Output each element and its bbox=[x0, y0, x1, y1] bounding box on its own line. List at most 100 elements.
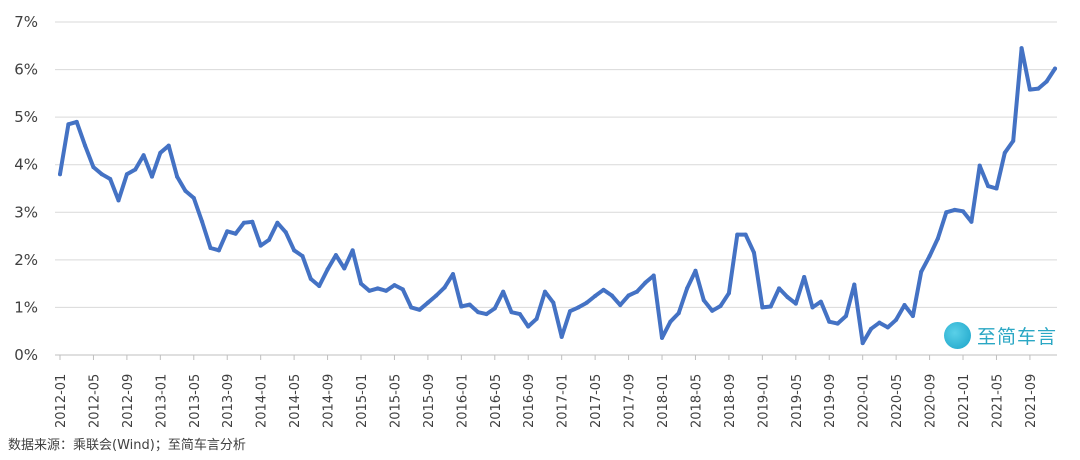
y-tick-label: 7% bbox=[14, 13, 38, 31]
data-point bbox=[609, 293, 614, 298]
data-point bbox=[760, 305, 765, 310]
data-point bbox=[768, 304, 773, 309]
data-point bbox=[1053, 66, 1057, 71]
data-point bbox=[392, 283, 397, 288]
data-point bbox=[777, 286, 782, 291]
data-point bbox=[877, 320, 882, 325]
data-point bbox=[785, 294, 790, 299]
data-point bbox=[568, 309, 573, 314]
data-point bbox=[542, 289, 547, 294]
data-point bbox=[476, 310, 481, 315]
data-point bbox=[501, 289, 506, 294]
x-tick-label: 2015-09 bbox=[422, 374, 437, 428]
gridlines bbox=[55, 21, 1057, 308]
data-point bbox=[526, 324, 531, 329]
series-line bbox=[58, 46, 1057, 346]
x-tick-label: 2016-01 bbox=[455, 374, 470, 428]
data-point bbox=[283, 230, 288, 235]
x-tick-label: 2017-09 bbox=[623, 374, 638, 428]
y-tick-label: 3% bbox=[14, 203, 38, 221]
data-point bbox=[718, 304, 723, 309]
data-point bbox=[601, 287, 606, 292]
data-point bbox=[292, 248, 297, 253]
x-tick-label: 2020-09 bbox=[924, 374, 939, 428]
data-point bbox=[534, 316, 539, 321]
data-point bbox=[166, 143, 171, 148]
data-point bbox=[626, 293, 631, 298]
x-axis-ticks: 2012-01 2012-05 2012-09 2013-01 2013-05 2013-… bbox=[54, 355, 1039, 428]
data-point bbox=[751, 250, 756, 255]
line-chart: 0%1%2%3%4%5%6%7% 2012-01 2012-05 2012-09 20… bbox=[14, 13, 1057, 428]
data-point bbox=[200, 219, 205, 224]
data-point bbox=[651, 273, 656, 278]
data-point bbox=[810, 305, 815, 310]
data-point bbox=[300, 254, 305, 259]
data-point bbox=[961, 209, 966, 214]
data-point bbox=[141, 153, 146, 158]
x-tick-label: 2015-05 bbox=[388, 374, 403, 428]
data-point bbox=[99, 172, 104, 177]
data-point bbox=[267, 237, 272, 242]
data-point bbox=[400, 287, 405, 292]
data-point bbox=[693, 268, 698, 273]
data-point bbox=[919, 269, 924, 274]
data-point bbox=[902, 303, 907, 308]
y-tick-label: 0% bbox=[14, 346, 38, 364]
data-point bbox=[584, 300, 589, 305]
data-point bbox=[668, 319, 673, 324]
data-point bbox=[852, 282, 857, 287]
data-point bbox=[977, 163, 982, 168]
data-point bbox=[308, 276, 313, 281]
data-point bbox=[258, 243, 263, 248]
x-tick-label: 2013-05 bbox=[188, 374, 203, 428]
data-point bbox=[894, 317, 899, 322]
data-point bbox=[149, 174, 154, 179]
x-tick-label: 2012-05 bbox=[87, 374, 102, 428]
data-point bbox=[1019, 46, 1024, 51]
data-point bbox=[576, 305, 581, 310]
x-tick-label: 2019-05 bbox=[790, 374, 805, 428]
data-point bbox=[517, 312, 522, 317]
data-point bbox=[935, 236, 940, 241]
data-point bbox=[802, 274, 807, 279]
y-tick-label: 5% bbox=[14, 108, 38, 126]
x-tick-label: 2014-01 bbox=[255, 374, 270, 428]
x-tick-label: 2013-09 bbox=[221, 374, 236, 428]
data-point bbox=[91, 165, 96, 170]
data-point bbox=[1002, 150, 1007, 155]
data-point bbox=[409, 305, 414, 310]
data-point bbox=[342, 266, 347, 271]
x-tick-label: 2020-05 bbox=[890, 374, 905, 428]
data-point bbox=[425, 300, 430, 305]
data-point bbox=[793, 301, 798, 306]
data-point bbox=[350, 248, 355, 253]
data-point bbox=[367, 288, 372, 293]
x-tick-label: 2019-01 bbox=[756, 374, 771, 428]
data-point bbox=[927, 254, 932, 259]
data-point bbox=[1011, 138, 1016, 143]
y-tick-label: 2% bbox=[14, 251, 38, 269]
data-point bbox=[225, 229, 230, 234]
data-point bbox=[910, 313, 915, 318]
data-point bbox=[183, 188, 188, 193]
x-tick-label: 2014-09 bbox=[322, 374, 337, 428]
data-point bbox=[860, 341, 865, 346]
data-point bbox=[551, 300, 556, 305]
source-note: 数据来源：乘联会(Wind)；至简车言分析 bbox=[8, 438, 246, 453]
data-point bbox=[701, 298, 706, 303]
x-tick-label: 2015-01 bbox=[355, 374, 370, 428]
brand-name: 至简车言 bbox=[977, 326, 1058, 348]
x-tick-label: 2019-09 bbox=[823, 374, 838, 428]
data-point bbox=[108, 176, 113, 181]
data-point bbox=[74, 119, 79, 124]
y-axis-ticks: 0% 1% 2% 3% 4% 5% 6% 7% bbox=[14, 13, 38, 364]
data-point bbox=[434, 293, 439, 298]
data-point bbox=[835, 321, 840, 326]
x-tick-label: 2012-01 bbox=[54, 374, 69, 428]
data-point bbox=[1044, 79, 1049, 84]
data-point bbox=[726, 291, 731, 296]
data-point bbox=[83, 143, 88, 148]
x-tick-label: 2021-01 bbox=[957, 374, 972, 428]
x-tick-label: 2018-09 bbox=[723, 374, 738, 428]
data-point bbox=[1036, 86, 1041, 91]
